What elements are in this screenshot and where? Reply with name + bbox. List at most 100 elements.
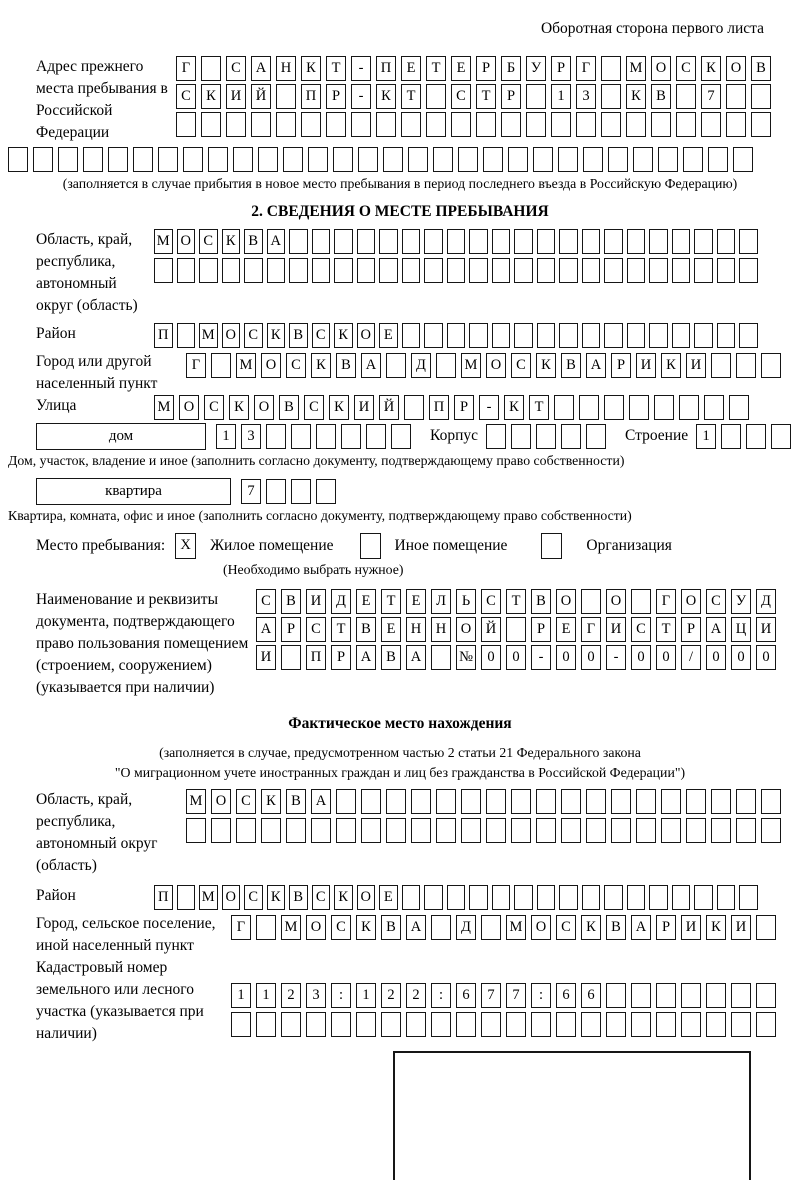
char-cell[interactable] <box>716 884 735 910</box>
char-cell[interactable]: Р <box>551 56 571 81</box>
char-cell[interactable]: В <box>381 914 401 940</box>
char-cell[interactable] <box>336 817 356 843</box>
char-cell[interactable] <box>681 982 701 1008</box>
char-cell[interactable] <box>281 644 301 670</box>
char-cell[interactable]: Р <box>476 56 496 81</box>
char-cell[interactable]: О <box>254 394 274 420</box>
char-cell[interactable] <box>531 1011 551 1037</box>
char-cell[interactable] <box>514 322 533 348</box>
char-cell[interactable]: 1 <box>356 982 376 1008</box>
char-cell[interactable] <box>334 228 353 254</box>
char-cell[interactable]: 6 <box>456 982 476 1008</box>
char-cell[interactable] <box>656 1011 676 1037</box>
char-cell[interactable] <box>561 788 581 814</box>
char-cell[interactable]: М <box>154 228 173 254</box>
char-cell[interactable]: К <box>334 884 353 910</box>
char-cell[interactable] <box>711 788 731 814</box>
char-cell[interactable]: С <box>199 228 218 254</box>
char-cell[interactable] <box>331 1011 351 1037</box>
char-cell[interactable] <box>626 257 645 283</box>
char-cell[interactable] <box>651 112 671 137</box>
char-cell[interactable]: Т <box>426 56 446 81</box>
char-cell[interactable] <box>536 788 556 814</box>
char-cell[interactable] <box>626 112 646 137</box>
char-cell[interactable]: В <box>531 588 551 614</box>
char-cell[interactable] <box>586 817 606 843</box>
char-cell[interactable]: С <box>176 84 196 109</box>
char-cell[interactable]: В <box>289 884 308 910</box>
char-cell[interactable]: С <box>451 84 471 109</box>
char-cell[interactable]: О <box>211 788 231 814</box>
char-cell[interactable] <box>756 914 776 940</box>
char-cell[interactable]: О <box>261 352 281 378</box>
char-cell[interactable] <box>383 147 403 172</box>
char-cell[interactable] <box>426 84 446 109</box>
char-cell[interactable] <box>201 56 221 81</box>
char-cell[interactable] <box>436 817 456 843</box>
char-cell[interactable] <box>316 423 336 449</box>
char-cell[interactable] <box>431 644 451 670</box>
char-cell[interactable]: 6 <box>556 982 576 1008</box>
char-cell[interactable] <box>266 478 286 504</box>
char-cell[interactable]: - <box>351 84 371 109</box>
char-cell[interactable]: Ц <box>731 616 751 642</box>
char-cell[interactable] <box>671 228 690 254</box>
char-cell[interactable]: И <box>226 84 246 109</box>
char-cell[interactable]: 3 <box>306 982 326 1008</box>
char-cell[interactable] <box>491 884 510 910</box>
char-cell[interactable] <box>608 147 628 172</box>
char-cell[interactable]: В <box>286 788 306 814</box>
char-cell[interactable] <box>83 147 103 172</box>
char-cell[interactable]: А <box>706 616 726 642</box>
char-cell[interactable] <box>733 147 753 172</box>
char-cell[interactable]: 2 <box>406 982 426 1008</box>
char-cell[interactable] <box>726 112 746 137</box>
char-cell[interactable] <box>686 817 706 843</box>
char-cell[interactable] <box>289 228 308 254</box>
char-cell[interactable] <box>671 322 690 348</box>
char-cell[interactable] <box>739 228 758 254</box>
char-cell[interactable]: А <box>406 644 426 670</box>
char-cell[interactable] <box>333 147 353 172</box>
char-cell[interactable]: И <box>354 394 374 420</box>
char-cell[interactable] <box>356 1011 376 1037</box>
char-cell[interactable]: К <box>261 788 281 814</box>
char-cell[interactable]: Е <box>356 588 376 614</box>
char-cell[interactable] <box>633 147 653 172</box>
char-cell[interactable] <box>451 112 471 137</box>
char-cell[interactable]: К <box>229 394 249 420</box>
char-cell[interactable] <box>586 423 606 449</box>
char-cell[interactable] <box>561 817 581 843</box>
char-cell[interactable]: : <box>531 982 551 1008</box>
char-cell[interactable]: Д <box>756 588 776 614</box>
char-cell[interactable]: И <box>756 616 776 642</box>
char-cell[interactable]: Р <box>531 616 551 642</box>
char-cell[interactable] <box>606 982 626 1008</box>
char-cell[interactable] <box>656 982 676 1008</box>
char-cell[interactable] <box>211 817 231 843</box>
char-cell[interactable]: 0 <box>631 644 651 670</box>
char-cell[interactable] <box>411 788 431 814</box>
char-cell[interactable]: 1 <box>551 84 571 109</box>
char-cell[interactable]: В <box>279 394 299 420</box>
char-cell[interactable] <box>511 788 531 814</box>
char-cell[interactable] <box>361 788 381 814</box>
char-cell[interactable]: 6 <box>581 982 601 1008</box>
char-cell[interactable]: К <box>266 884 285 910</box>
char-cell[interactable] <box>526 84 546 109</box>
char-cell[interactable] <box>636 817 656 843</box>
char-cell[interactable] <box>424 257 443 283</box>
char-cell[interactable] <box>276 112 296 137</box>
char-cell[interactable] <box>506 616 526 642</box>
char-cell[interactable] <box>316 478 336 504</box>
char-cell[interactable] <box>756 1011 776 1037</box>
char-cell[interactable]: О <box>726 56 746 81</box>
char-cell[interactable] <box>636 788 656 814</box>
char-cell[interactable] <box>266 423 286 449</box>
char-cell[interactable] <box>386 352 406 378</box>
char-cell[interactable] <box>501 112 521 137</box>
char-cell[interactable] <box>701 112 721 137</box>
char-cell[interactable] <box>358 147 378 172</box>
char-cell[interactable]: К <box>626 84 646 109</box>
char-cell[interactable] <box>491 228 510 254</box>
